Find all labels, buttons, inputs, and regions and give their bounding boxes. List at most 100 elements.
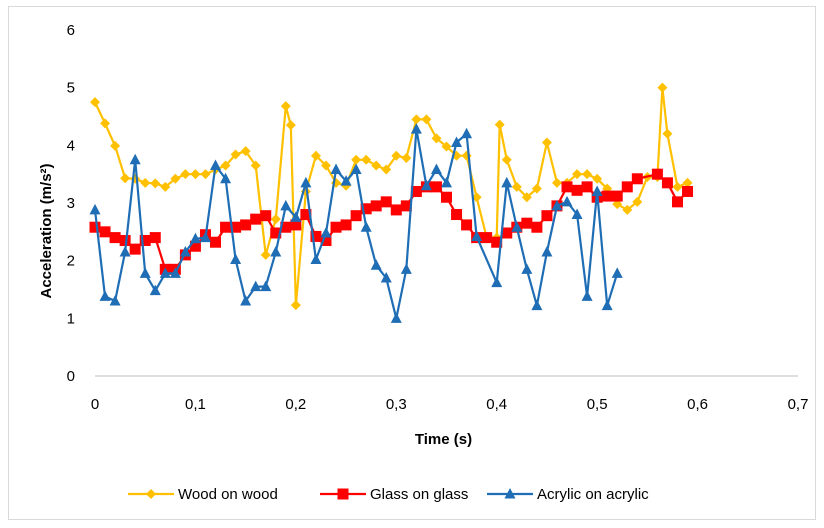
data-point-diamond (682, 177, 693, 188)
data-point-square (441, 191, 452, 203)
data-point-square (380, 196, 392, 208)
data-point-diamond (622, 204, 633, 215)
data-point-square (682, 185, 694, 197)
data-point-square (260, 210, 272, 222)
x-tick-label: 0,5 (587, 396, 608, 413)
data-point-square (621, 181, 633, 193)
data-point-diamond (270, 214, 281, 225)
data-point-triangle (430, 163, 442, 175)
data-point-square (561, 181, 573, 193)
data-point-triangle (159, 267, 171, 278)
data-point-diamond (541, 137, 552, 148)
data-point-triangle (89, 203, 101, 215)
data-point-diamond (180, 169, 191, 180)
data-point-triangle (504, 488, 516, 499)
data-point-triangle (220, 172, 232, 184)
data-point-square (541, 210, 553, 222)
data-point-square (210, 236, 222, 248)
data-point-square (400, 200, 412, 212)
data-point-diamond (361, 154, 372, 165)
data-point-triangle (451, 136, 463, 147)
data-point-triangle (199, 231, 211, 243)
x-tick-label: 0,2 (285, 396, 306, 413)
data-point-triangle (340, 175, 352, 186)
data-point-diamond (110, 140, 121, 151)
data-point-diamond (632, 196, 643, 207)
data-point-triangle (581, 290, 593, 301)
data-point-square (250, 213, 262, 225)
data-point-square (611, 190, 623, 202)
data-point-diamond (240, 146, 251, 157)
data-point-square (370, 200, 382, 212)
data-point-diamond (170, 173, 181, 184)
series-layer (89, 82, 694, 323)
data-point-triangle (179, 246, 191, 257)
data-point-diamond (146, 489, 156, 499)
data-point-square (481, 232, 493, 244)
data-point-triangle (400, 263, 412, 274)
data-point-diamond (381, 164, 392, 175)
data-point-diamond (411, 114, 422, 125)
data-point-triangle (310, 253, 322, 265)
data-point-diamond (90, 97, 100, 108)
x-axis-title: Time (s) (415, 431, 472, 448)
series-acrylic-on-acrylic (89, 123, 623, 323)
y-tick-label: 3 (67, 195, 75, 212)
data-point-diamond (431, 133, 442, 144)
data-point-square (581, 181, 593, 193)
legend-entry: Acrylic on acrylic (487, 486, 649, 503)
data-point-diamond (521, 192, 532, 203)
data-point-triangle (270, 246, 282, 257)
data-point-diamond (250, 160, 261, 171)
data-point-diamond (140, 177, 151, 188)
data-point-square (139, 234, 151, 246)
data-point-square (631, 173, 643, 185)
y-axis-title: Acceleration (m/s²) (38, 163, 55, 298)
data-point-triangle (380, 271, 392, 283)
data-point-diamond (572, 169, 583, 180)
data-point-diamond (310, 150, 321, 161)
data-point-square (360, 203, 372, 215)
y-tick-label: 0 (67, 368, 75, 385)
data-point-triangle (300, 176, 312, 188)
data-point-square (129, 243, 141, 255)
y-tick-label: 6 (67, 22, 75, 39)
data-point-diamond (351, 154, 362, 165)
legend-entry: Wood on wood (128, 486, 278, 503)
data-point-square (491, 236, 503, 248)
data-point-triangle (420, 179, 432, 191)
axes: 0 1 2 3 4 5 6 0 0,1 0,2 0,3 0,4 0,5 0,6 0,7 (67, 22, 809, 413)
data-point-square (149, 232, 161, 244)
data-point-diamond (150, 178, 161, 189)
data-point-square (230, 221, 242, 233)
data-point-triangle (471, 230, 483, 241)
data-point-triangle (109, 295, 121, 306)
data-point-triangle (551, 199, 563, 211)
y-tick-label: 1 (67, 310, 75, 327)
data-point-square (240, 219, 252, 231)
data-point-diamond (320, 160, 331, 171)
data-point-square (89, 221, 101, 233)
data-point-square (501, 227, 513, 239)
data-point-square (310, 230, 322, 242)
data-point-square (461, 219, 473, 231)
data-point-diamond (511, 181, 522, 192)
data-point-square (451, 209, 463, 221)
data-point-diamond (401, 153, 412, 164)
data-point-triangle (290, 211, 302, 222)
data-point-diamond (421, 114, 432, 125)
legend-entry: Glass on glass (320, 486, 468, 503)
data-point-diamond (494, 119, 505, 130)
data-point-triangle (189, 232, 201, 244)
data-point-triangle (360, 221, 372, 232)
y-tick-label: 4 (67, 137, 75, 154)
data-point-diamond (612, 199, 623, 210)
x-tick-label: 0,4 (486, 396, 507, 413)
data-point-square (109, 232, 121, 244)
x-tick-label: 0,7 (788, 396, 809, 413)
data-point-triangle (390, 312, 402, 323)
data-point-triangle (350, 163, 362, 175)
data-point-square (601, 190, 613, 202)
data-point-diamond (120, 173, 131, 184)
